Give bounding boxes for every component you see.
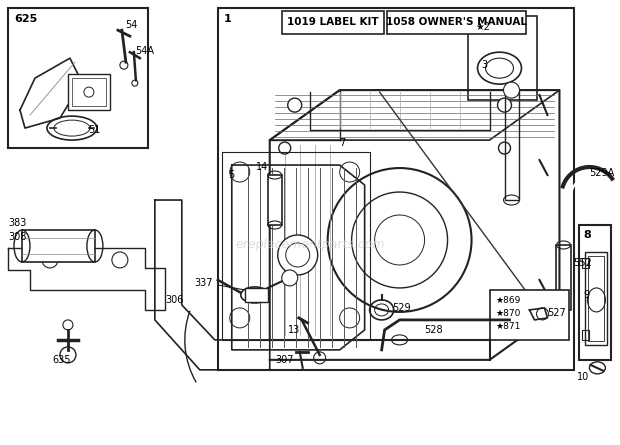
Ellipse shape — [279, 142, 291, 154]
Ellipse shape — [281, 270, 298, 286]
Text: ereplacementparts.com: ereplacementparts.com — [235, 239, 384, 251]
Text: 13: 13 — [288, 325, 300, 335]
Text: 7: 7 — [340, 138, 346, 148]
Bar — [585, 252, 608, 345]
Bar — [582, 258, 590, 268]
Text: 337: 337 — [195, 278, 213, 288]
Bar — [268, 175, 281, 225]
Text: 529: 529 — [392, 303, 411, 313]
Text: 1: 1 — [224, 14, 231, 24]
Ellipse shape — [503, 82, 520, 98]
Ellipse shape — [328, 168, 472, 312]
Text: 1058 OWNER'S MANUAL: 1058 OWNER'S MANUAL — [386, 17, 527, 28]
Text: 383: 383 — [8, 218, 27, 228]
Ellipse shape — [498, 142, 510, 154]
Text: ★870: ★870 — [495, 309, 521, 318]
Ellipse shape — [288, 98, 302, 112]
Text: 54: 54 — [125, 20, 137, 30]
Bar — [505, 90, 520, 200]
Bar — [580, 225, 611, 360]
Text: 3: 3 — [482, 60, 488, 70]
Text: 635: 635 — [52, 355, 71, 365]
Text: 307: 307 — [276, 355, 294, 365]
Text: 10: 10 — [577, 372, 590, 382]
Bar — [72, 78, 106, 106]
Bar — [582, 330, 590, 340]
Text: 308: 308 — [8, 232, 27, 242]
Text: ★2: ★2 — [476, 22, 490, 32]
Bar — [557, 245, 572, 310]
Bar — [68, 74, 110, 110]
Bar — [387, 11, 526, 33]
Bar — [490, 290, 569, 340]
Bar — [22, 230, 95, 262]
Text: ★869: ★869 — [495, 296, 521, 305]
Text: 306: 306 — [165, 295, 184, 305]
Text: ★871: ★871 — [495, 322, 521, 331]
Bar — [8, 8, 148, 148]
Text: 54A: 54A — [135, 46, 154, 56]
Ellipse shape — [241, 287, 268, 303]
Text: 527: 527 — [547, 308, 566, 318]
Bar — [282, 11, 384, 33]
Text: 528: 528 — [425, 325, 443, 335]
Bar — [245, 288, 268, 302]
Text: 529A: 529A — [590, 168, 614, 178]
Text: 1019 LABEL KIT: 1019 LABEL KIT — [287, 17, 379, 28]
Text: 8: 8 — [583, 230, 591, 240]
Bar — [588, 256, 604, 341]
Ellipse shape — [278, 235, 317, 275]
Text: 51: 51 — [88, 125, 100, 135]
Text: 625: 625 — [14, 14, 37, 24]
Text: 9: 9 — [583, 290, 590, 300]
Text: 552: 552 — [574, 258, 592, 268]
Text: 14: 14 — [256, 162, 268, 172]
Bar — [218, 8, 575, 370]
Text: 5: 5 — [228, 170, 234, 180]
Bar — [467, 16, 538, 100]
Ellipse shape — [497, 98, 511, 112]
